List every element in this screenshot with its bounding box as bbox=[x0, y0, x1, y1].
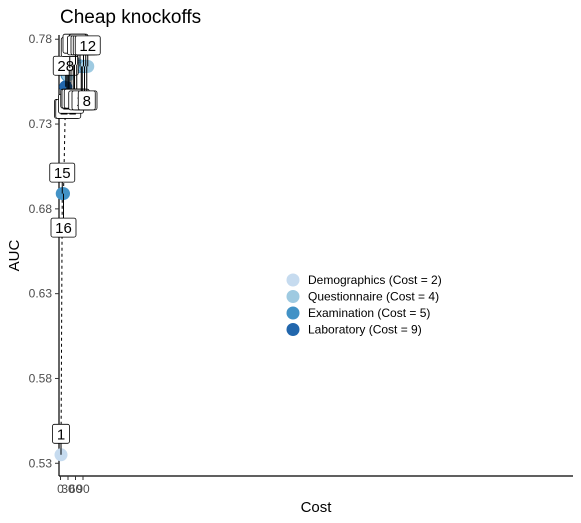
label-text: 15 bbox=[54, 165, 71, 182]
label-text: 28 bbox=[57, 58, 74, 75]
x-tick-label: 30 bbox=[61, 482, 75, 496]
point-label: 15 bbox=[49, 162, 76, 194]
point-label: 12 bbox=[74, 35, 101, 67]
x-tick-label: 60 bbox=[69, 482, 83, 496]
legend-key bbox=[286, 323, 300, 336]
label-text: 8 bbox=[83, 93, 91, 110]
legend-key bbox=[286, 306, 300, 320]
legend-key bbox=[286, 273, 300, 287]
label-box bbox=[50, 217, 77, 238]
x-axis-title: Cost bbox=[301, 499, 333, 516]
label-text: 12 bbox=[79, 38, 96, 55]
label-box bbox=[74, 35, 101, 56]
point-label: 1 bbox=[52, 423, 70, 455]
legend-label: Laboratory (Cost = 9) bbox=[308, 323, 422, 337]
legend-key bbox=[286, 290, 300, 303]
label-text: 16 bbox=[55, 220, 72, 237]
point-label: 16 bbox=[50, 193, 77, 238]
y-tick-label: 0.78 bbox=[29, 32, 53, 46]
label-box bbox=[77, 90, 96, 111]
label-text: 1 bbox=[57, 426, 65, 443]
y-tick-label: 0.53 bbox=[29, 456, 53, 470]
y-tick-label: 0.58 bbox=[29, 371, 53, 385]
legend: Demographics (Cost = 2) Questionnaire (Co… bbox=[286, 273, 442, 337]
point-label: 8 bbox=[77, 66, 96, 111]
chart-title: Cheap knockoffs bbox=[60, 7, 201, 28]
legend-label: Questionnaire (Cost = 4) bbox=[308, 290, 439, 304]
label-box bbox=[49, 162, 76, 183]
y-tick-label: 0.63 bbox=[29, 287, 53, 301]
label-box bbox=[52, 423, 70, 444]
y-axis-title: AUC bbox=[6, 239, 23, 271]
x-tick-label: 0 bbox=[57, 482, 64, 496]
path-line bbox=[60, 64, 88, 455]
y-tick-label: 0.68 bbox=[29, 202, 53, 216]
legend-label: Demographics (Cost = 2) bbox=[308, 273, 442, 287]
x-tick-label: 90 bbox=[76, 482, 90, 496]
legend-label: Examination (Cost = 5) bbox=[308, 306, 430, 320]
y-tick-label: 0.73 bbox=[29, 117, 53, 131]
